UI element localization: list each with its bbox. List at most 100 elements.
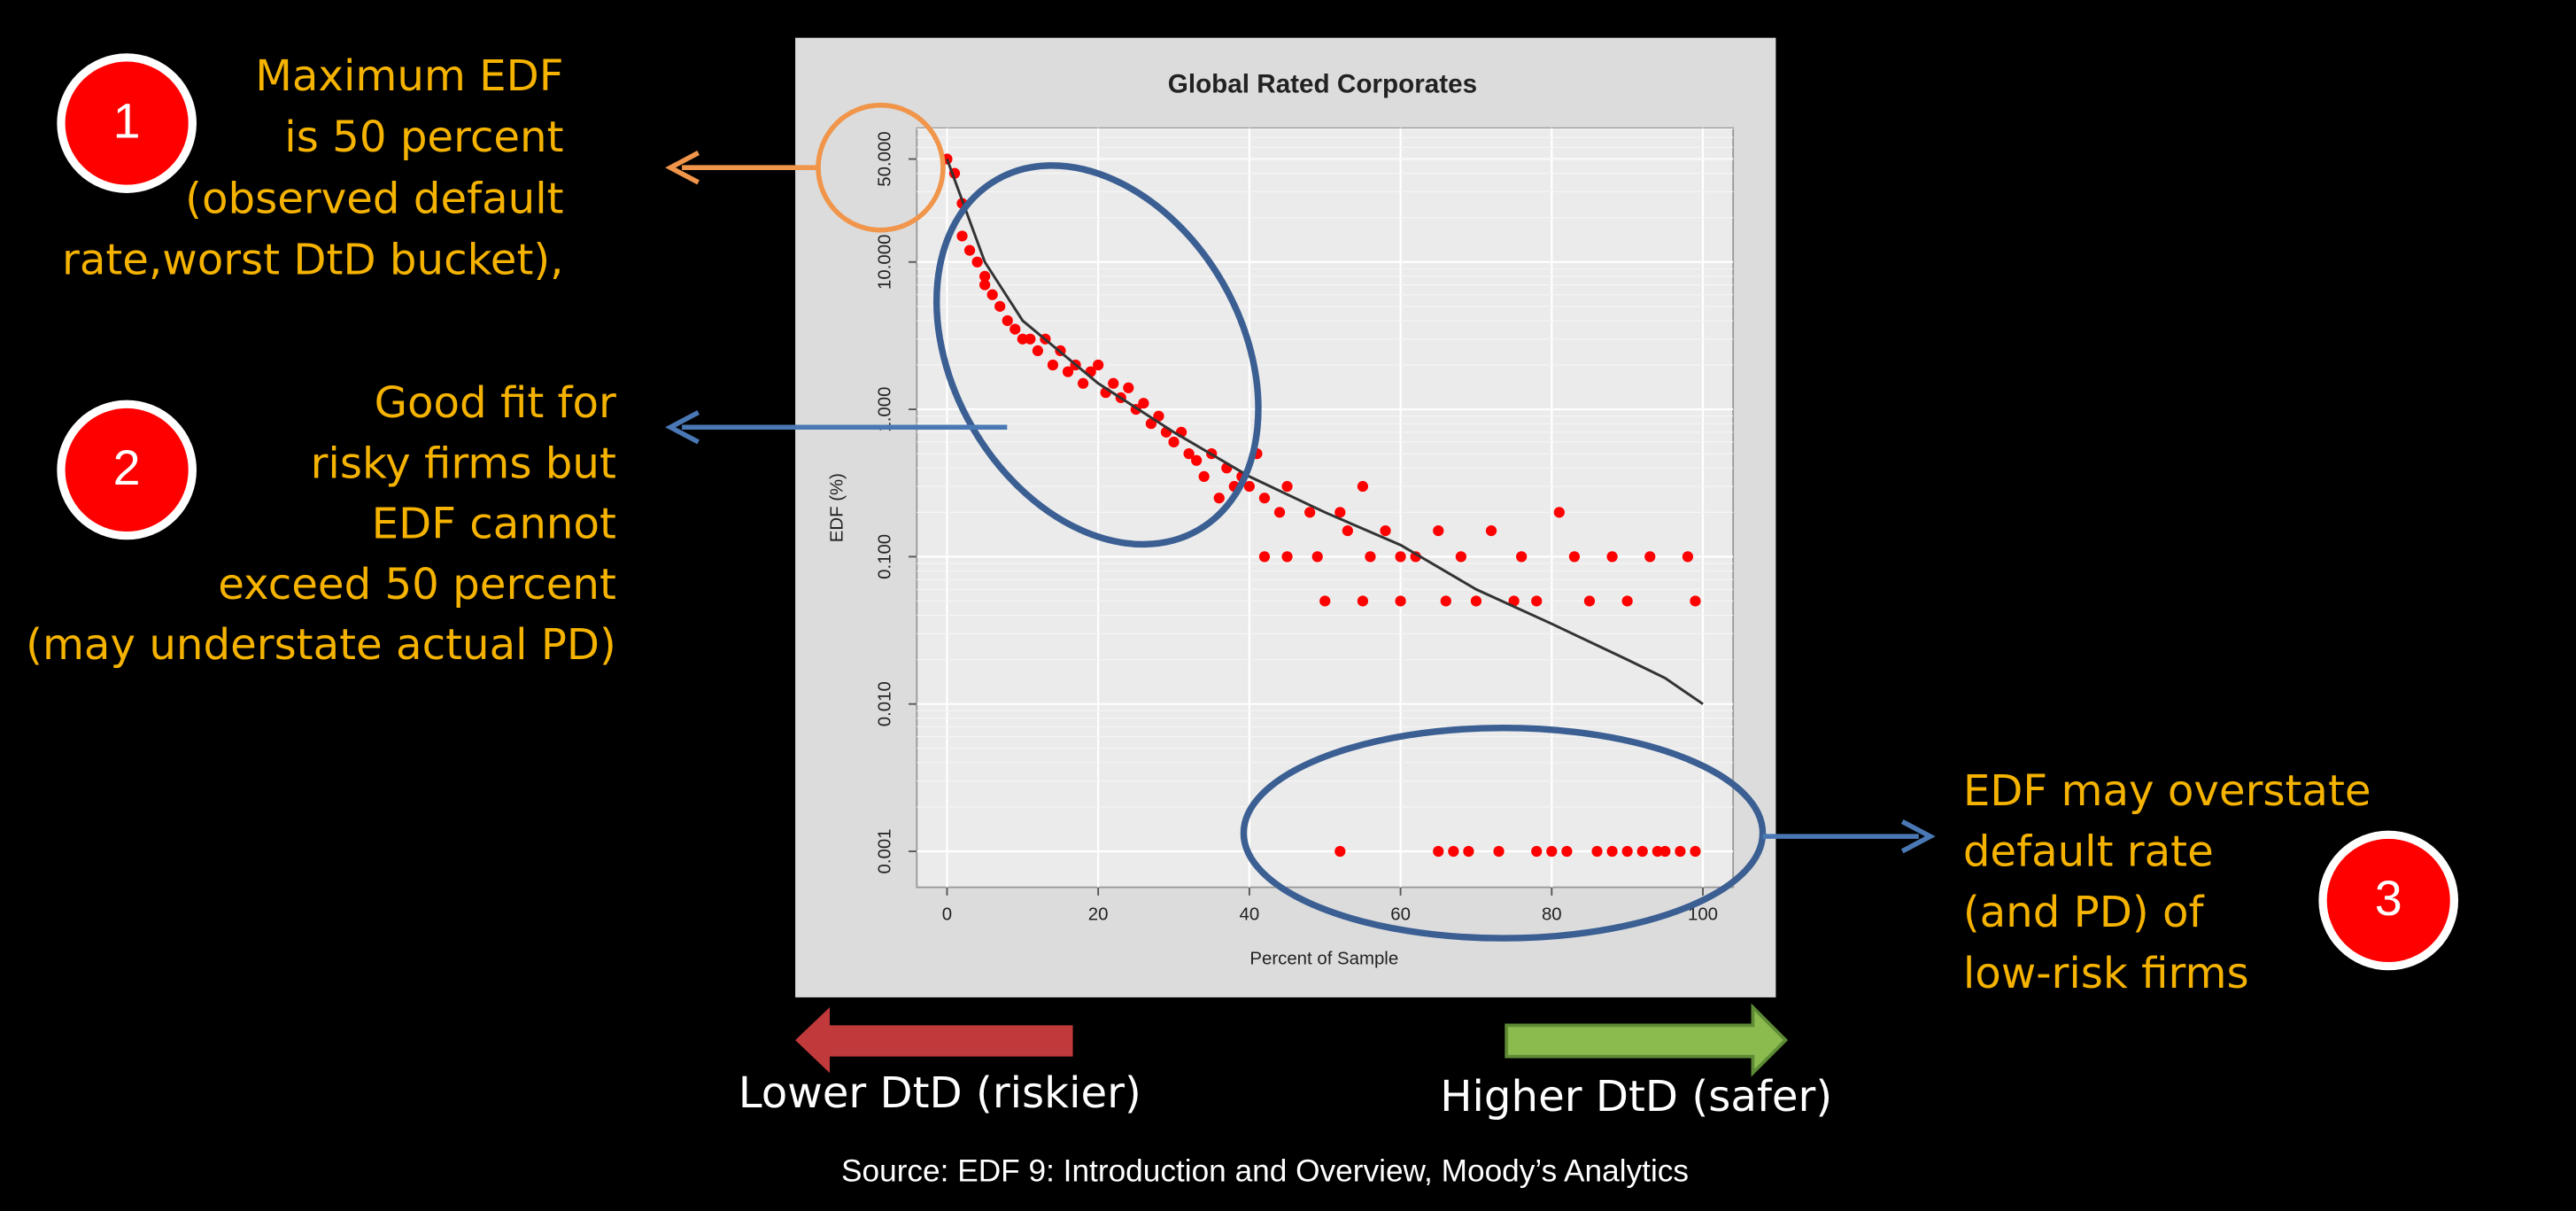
- point: [1644, 551, 1656, 563]
- callout-line: risky firms but: [311, 439, 616, 488]
- point: [1010, 323, 1021, 335]
- point: [1690, 845, 1701, 858]
- point: [1123, 382, 1134, 393]
- point: [1032, 345, 1044, 357]
- point: [1145, 418, 1157, 430]
- point: [1281, 551, 1293, 563]
- badge-number: 3: [2375, 871, 2402, 926]
- point: [1183, 448, 1195, 460]
- point: [1395, 551, 1406, 563]
- point: [1319, 595, 1331, 607]
- callout-line: Maximum EDF: [255, 51, 563, 101]
- point: [1690, 595, 1701, 607]
- y-tick-label: 10.000: [875, 235, 894, 290]
- callout-line: default rate: [1963, 827, 2214, 877]
- y-tick-label: 0.001: [875, 828, 894, 873]
- arrow-head: [665, 151, 700, 185]
- point: [1493, 845, 1505, 858]
- point: [1621, 845, 1633, 858]
- point: [1395, 595, 1406, 607]
- callout-line: Good fit for: [375, 378, 616, 428]
- point: [1380, 524, 1391, 537]
- callout-line: (observed default: [185, 174, 563, 223]
- point: [979, 270, 991, 283]
- point: [1433, 845, 1444, 858]
- badge: [57, 400, 197, 540]
- point: [1357, 480, 1369, 493]
- point: [1168, 436, 1180, 448]
- point: [1334, 507, 1346, 518]
- point: [1342, 524, 1353, 537]
- point: [1652, 845, 1663, 858]
- point: [1561, 845, 1573, 858]
- badge-number: 1: [113, 94, 141, 149]
- point: [1508, 595, 1520, 607]
- point: [994, 300, 1006, 312]
- point: [1243, 480, 1255, 493]
- badge-number: 2: [113, 440, 141, 495]
- point: [1583, 595, 1596, 607]
- point: [1025, 333, 1036, 345]
- point: [1273, 507, 1286, 518]
- callout-line: EDF cannot: [372, 500, 616, 549]
- point: [1047, 359, 1059, 371]
- point: [1455, 551, 1466, 563]
- point: [1138, 398, 1149, 409]
- plot-area: [916, 127, 1735, 889]
- callout-line: is 50 percent: [284, 113, 563, 162]
- point: [1077, 377, 1089, 389]
- point: [1002, 314, 1013, 327]
- point: [1606, 551, 1618, 563]
- arrow-head: [665, 410, 700, 445]
- point: [1258, 551, 1271, 563]
- point: [986, 289, 998, 300]
- highlight-circle: [816, 102, 946, 233]
- point: [1463, 845, 1474, 858]
- point: [1531, 595, 1543, 607]
- arrow-head: [1900, 819, 1936, 854]
- direction-label: Higher DtD (safer): [1440, 1072, 1832, 1122]
- point: [1198, 470, 1210, 483]
- callout-line: EDF may overstate: [1963, 766, 2371, 816]
- point: [1440, 595, 1451, 607]
- callout-line: rate,worst DtD bucket),: [62, 236, 563, 285]
- point: [1485, 524, 1497, 537]
- left-arrow: [795, 1007, 1073, 1074]
- point: [1311, 551, 1323, 563]
- point: [1191, 454, 1203, 466]
- y-axis-label: EDF (%): [828, 473, 847, 542]
- badge: [2318, 830, 2459, 971]
- x-tick-label: 60: [1390, 905, 1411, 925]
- source: Source: EDF 9: Introduction and Overview…: [841, 1154, 1689, 1189]
- callout-line: low-risk firms: [1963, 949, 2249, 998]
- point: [1546, 845, 1558, 858]
- direction-label: Lower DtD (riskier): [739, 1068, 1141, 1118]
- point: [1093, 359, 1104, 371]
- x-tick-label: 20: [1088, 905, 1109, 925]
- point: [956, 230, 968, 242]
- y-tick-label: 1.000: [875, 387, 894, 432]
- point: [1213, 493, 1225, 504]
- point: [1531, 845, 1543, 858]
- point: [1591, 845, 1603, 858]
- point: [1304, 507, 1316, 518]
- point: [979, 279, 991, 291]
- point: [1108, 377, 1119, 389]
- highlight-ellipse: [1240, 724, 1767, 942]
- callout-line: (may understate actual PD): [26, 620, 616, 670]
- point: [1153, 410, 1164, 422]
- point: [1636, 845, 1648, 858]
- point: [1334, 845, 1346, 858]
- point: [1017, 333, 1028, 345]
- y-tick-label: 0.100: [875, 534, 894, 579]
- point: [1365, 551, 1376, 563]
- point: [1062, 366, 1074, 377]
- x-tick-label: 40: [1240, 905, 1260, 925]
- x-tick-label: 100: [1688, 905, 1718, 925]
- point: [1675, 845, 1686, 858]
- point: [1470, 595, 1482, 607]
- point: [971, 256, 983, 268]
- point: [1553, 507, 1565, 518]
- right-arrow: [1505, 1003, 1789, 1077]
